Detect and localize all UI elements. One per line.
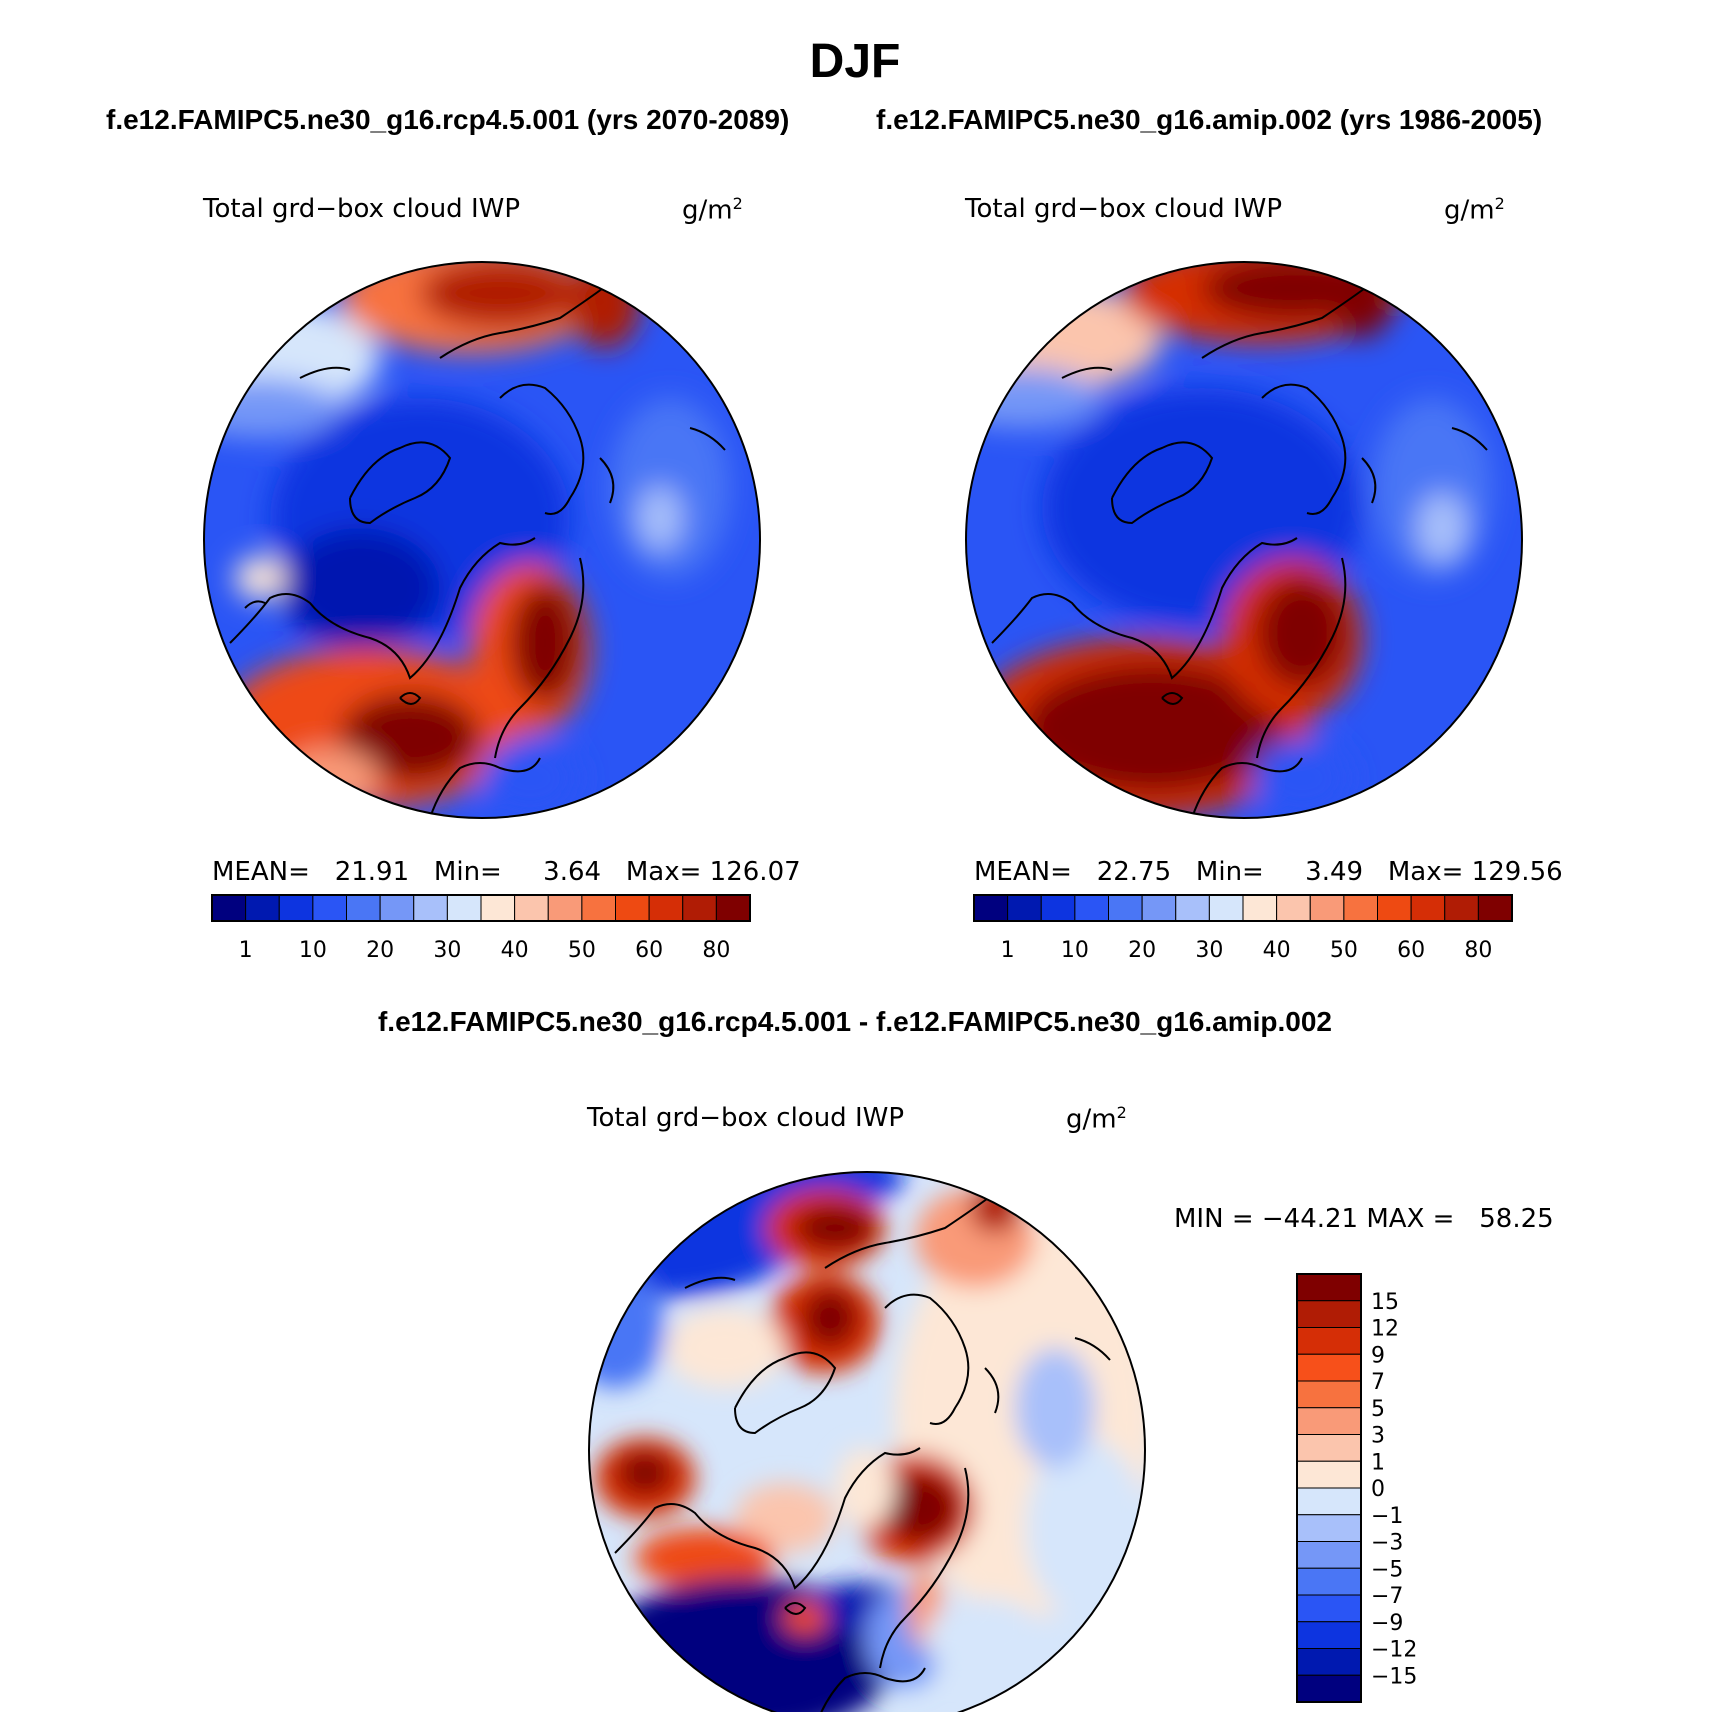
- diff-colorbar-tick-label: 0: [1371, 1477, 1385, 1502]
- diff-colorbar-swatch: [1296, 1674, 1362, 1703]
- left-colorbar-swatch: [648, 894, 684, 922]
- right-colorbar-swatch: [1477, 894, 1513, 922]
- diff-units: g/m2: [1066, 1103, 1127, 1135]
- left-colorbar-swatch: [346, 894, 381, 922]
- left-colorbar-tick-label: 30: [433, 938, 461, 963]
- diff-colorbar-swatch: [1296, 1273, 1362, 1302]
- right-colorbar-swatch: [1444, 894, 1479, 922]
- right-colorbar-tick-label: 50: [1330, 938, 1358, 963]
- right-colorbar-swatch: [1208, 894, 1244, 922]
- diff-colorbar-swatch: [1296, 1541, 1362, 1569]
- diff-colorbar-swatch: [1296, 1567, 1362, 1596]
- left-case-title: f.e12.FAMIPC5.ne30_g16.rcp4.5.001 (yrs 2…: [106, 104, 790, 135]
- diff-variable-title: Total grd−box cloud IWP: [587, 1103, 905, 1133]
- right-colorbar-tick-label: 30: [1195, 938, 1223, 963]
- left-colorbar-tick-label: 50: [568, 938, 596, 963]
- left-colorbar-swatch: [682, 894, 717, 922]
- left-polar-map: [203, 261, 761, 819]
- left-colorbar-swatch: [211, 894, 247, 922]
- diff-colorbar-swatch: [1296, 1380, 1362, 1409]
- diff-colorbar-swatch: [1296, 1594, 1362, 1623]
- diff-colorbar-tick-label: 1: [1371, 1450, 1385, 1475]
- right-case-title: f.e12.FAMIPC5.ne30_g16.amip.002 (yrs 198…: [876, 104, 1543, 135]
- left-variable-title: Total grd−box cloud IWP: [203, 194, 521, 224]
- right-colorbar-tick-label: 1: [1001, 938, 1015, 963]
- diff-colorbar-swatch: [1296, 1621, 1362, 1649]
- left-colorbar-swatch: [278, 894, 314, 922]
- right-colorbar-tick-label: 20: [1128, 938, 1156, 963]
- right-colorbar-swatch: [1108, 894, 1143, 922]
- right-units: g/m2: [1444, 194, 1505, 226]
- right-colorbar-swatch: [1040, 894, 1076, 922]
- diff-stats: MIN = −44.21 MAX = 58.25: [1174, 1204, 1554, 1234]
- diff-colorbar-tick-label: −1: [1371, 1504, 1403, 1529]
- diff-colorbar-tick-label: 5: [1371, 1397, 1385, 1422]
- difference-title: f.e12.FAMIPC5.ne30_g16.rcp4.5.001 - f.e1…: [377, 1006, 1333, 1037]
- right-variable-title: Total grd−box cloud IWP: [965, 194, 1283, 224]
- left-units: g/m2: [682, 194, 743, 226]
- diff-colorbar-tick-label: −5: [1371, 1557, 1403, 1582]
- left-colorbar-tick-label: 80: [702, 938, 730, 963]
- left-colorbar-tick-label: 60: [635, 938, 663, 963]
- right-colorbar-swatch: [1343, 894, 1378, 922]
- diff-colorbar-tick-label: −9: [1371, 1611, 1403, 1636]
- left-colorbar-swatch: [547, 894, 583, 922]
- left-colorbar-tick-label: 10: [299, 938, 327, 963]
- diff-colorbar-swatch: [1296, 1487, 1362, 1516]
- right-colorbar: 1 10 20 30 40 50 60 80: [973, 894, 1513, 963]
- right-colorbar-swatch: [1410, 894, 1446, 922]
- left-colorbar-tick-label: 1: [239, 938, 253, 963]
- diff-colorbar-swatch: [1296, 1460, 1362, 1489]
- left-colorbar-swatch: [514, 894, 549, 922]
- left-colorbar-swatch: [312, 894, 347, 922]
- diff-colorbar-tick-label: −12: [1371, 1638, 1417, 1663]
- left-colorbar: 1 10 20 30 40 50 60 80: [211, 894, 751, 963]
- diff-colorbar-swatch: [1296, 1300, 1362, 1328]
- left-colorbar-tick-label: 40: [501, 938, 529, 963]
- right-colorbar-swatch: [1007, 894, 1042, 922]
- diff-colorbar-swatch: [1296, 1353, 1362, 1382]
- left-colorbar-tick-label: 20: [366, 938, 394, 963]
- left-colorbar-swatch: [581, 894, 616, 922]
- diff-colorbar-swatch: [1296, 1434, 1362, 1462]
- right-colorbar-swatch: [973, 894, 1009, 922]
- right-colorbar-swatch: [1175, 894, 1210, 922]
- diff-colorbar-swatch: [1296, 1514, 1362, 1542]
- diff-colorbar-tick-label: −3: [1371, 1531, 1403, 1556]
- diff-colorbar-tick-label: 9: [1371, 1343, 1385, 1368]
- right-colorbar-swatch: [1309, 894, 1345, 922]
- right-colorbar-swatch: [1141, 894, 1177, 922]
- diff-colorbar-tick-label: 3: [1371, 1424, 1385, 1449]
- right-stats: MEAN= 22.75 Min= 3.49 Max= 129.56: [974, 857, 1563, 887]
- right-colorbar-tick-label: 10: [1061, 938, 1089, 963]
- right-colorbar-swatch: [1242, 894, 1278, 922]
- left-colorbar-swatch: [413, 894, 448, 922]
- diff-colorbar-swatch: [1296, 1648, 1362, 1676]
- left-colorbar-swatch: [379, 894, 415, 922]
- difference-polar-map: [588, 1171, 1146, 1712]
- left-colorbar-swatch: [446, 894, 482, 922]
- diff-colorbar-tick-label: −15: [1371, 1664, 1417, 1689]
- right-colorbar-swatch: [1276, 894, 1311, 922]
- right-colorbar-swatch: [1074, 894, 1109, 922]
- left-colorbar-swatch: [615, 894, 650, 922]
- left-colorbar-swatch: [245, 894, 280, 922]
- right-colorbar-tick-label: 80: [1464, 938, 1492, 963]
- left-colorbar-swatch: [715, 894, 751, 922]
- diff-colorbar-tick-label: 15: [1371, 1290, 1399, 1315]
- right-polar-map: [965, 261, 1523, 819]
- left-stats: MEAN= 21.91 Min= 3.64 Max= 126.07: [212, 857, 801, 887]
- season-title: DJF: [809, 35, 901, 88]
- left-colorbar-swatch: [480, 894, 516, 922]
- right-colorbar-swatch: [1377, 894, 1412, 922]
- right-colorbar-tick-label: 60: [1397, 938, 1425, 963]
- diff-colorbar-swatch: [1296, 1327, 1362, 1355]
- diff-colorbar-swatch: [1296, 1407, 1362, 1435]
- diff-colorbar-tick-label: 7: [1371, 1370, 1385, 1395]
- diff-colorbar-tick-label: 12: [1371, 1317, 1399, 1342]
- diff-colorbar-tick-label: −7: [1371, 1584, 1403, 1609]
- right-colorbar-tick-label: 40: [1263, 938, 1291, 963]
